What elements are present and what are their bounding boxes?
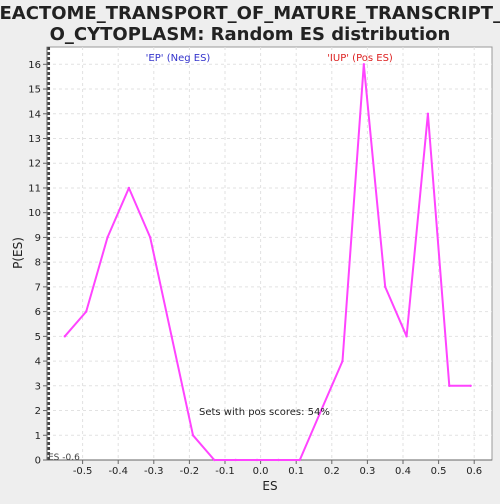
data-point [448,384,451,388]
x-tick-label: 0.1 [288,466,304,477]
series-layer [63,63,472,462]
y-axis-label: P(ES) [11,237,25,269]
pos-scores-annotation: Sets with pos scores: 54% [199,407,330,418]
data-point [277,458,280,462]
y-tick-label: 10 [28,208,41,219]
y-tick-label: 7 [35,282,41,293]
y-tick-label: 11 [28,183,41,194]
y-tick-label: 2 [35,406,41,417]
x-tick-label: 0.4 [395,466,411,477]
data-point [384,285,387,289]
y-tick-label: 1 [35,431,41,442]
y-tick-label: 14 [28,109,41,120]
x-tick-label: 0.0 [253,466,269,477]
data-point [426,112,430,115]
x-tick-label: 0.2 [324,466,340,477]
data-point [170,335,173,338]
data-point [84,310,88,313]
x-tick-label: -0.3 [144,466,164,477]
es-marker-label: ES -0.6 [48,453,80,463]
y-tick-label: 12 [28,159,41,170]
x-tick-label: -0.5 [73,466,93,477]
data-point [341,359,344,363]
x-tick-label: -0.4 [108,466,128,477]
series-line [64,63,471,461]
data-point [213,458,216,462]
data-point [127,186,131,190]
y-tick-label: 15 [28,85,41,96]
data-point [106,236,109,239]
data-point [319,409,323,412]
data-point [255,458,259,462]
data-point [234,458,237,462]
pos-es-label: 'IUP' (Pos ES) [327,53,393,64]
y-tick-label: 6 [35,307,41,318]
data-point [191,434,195,437]
y-tick-label: 16 [28,60,41,71]
y-tick-label: 0 [35,456,41,467]
x-tick-label: -0.2 [180,466,200,477]
x-tick-label: 0.5 [431,466,447,477]
data-point [469,384,472,388]
y-tick-label: 8 [35,258,41,269]
y-tick-label: 4 [35,357,41,368]
x-tick-label: -0.1 [215,466,235,477]
plot-area [46,46,493,461]
data-point [362,63,366,66]
data-point [405,335,408,338]
data-point [298,458,301,462]
x-tick-label: 0.3 [359,466,375,477]
x-axis-label: ES [262,479,277,493]
y-tick-label: 9 [35,233,41,244]
y-tick-label: 3 [35,381,41,392]
y-tick-label: 13 [28,134,41,145]
chart-title-line1: REACTOME_TRANSPORT_OF_MATURE_TRANSCRIPT_… [0,3,500,24]
chart-title-line2: O_CYTOPLASM: Random ES distribution [50,24,451,45]
data-point [149,236,152,239]
x-tick-label: 0.6 [466,466,482,477]
data-point [63,335,66,338]
neg-es-label: 'EP' (Neg ES) [146,53,211,64]
y-tick-label: 5 [35,332,41,343]
